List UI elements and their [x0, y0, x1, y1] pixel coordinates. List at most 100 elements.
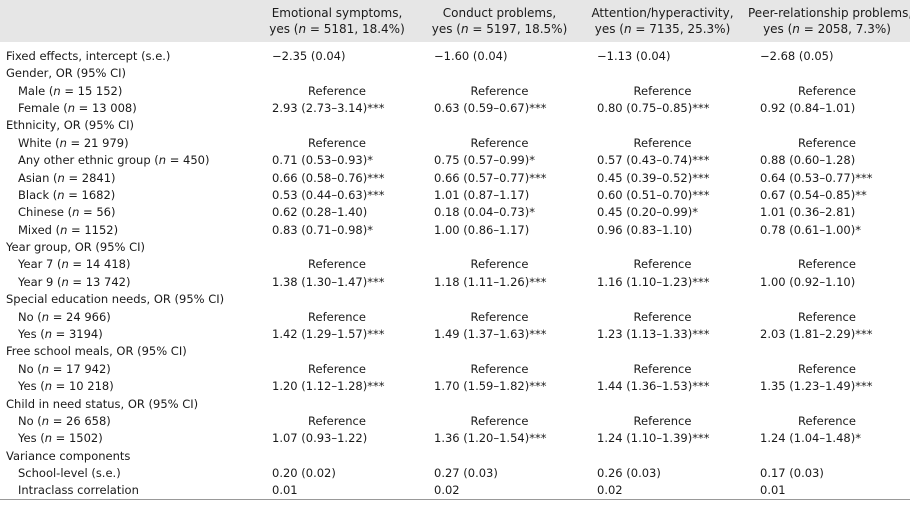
section-row: Gender, OR (95% CI)	[0, 65, 910, 82]
header-attention-hyperactivity: Attention/hyperactivity, yes (n = 7135, …	[581, 0, 744, 42]
row-label: School-level (s.e.)	[18, 466, 121, 481]
table-row: Intraclass correlation 0.01 0.02 0.02 0.01	[0, 482, 910, 501]
value-cell: Reference	[308, 414, 366, 428]
row-label: Asian (n = 2841)	[18, 170, 116, 185]
table-row: No (n = 17 942) Reference Reference Referen…	[0, 361, 910, 378]
section-row: Fixed effects, intercept (s.e.) −2.35 (0.…	[0, 42, 910, 65]
row-label: Male (n = 15 152)	[18, 83, 123, 98]
section-row: Child in need status, OR (95% CI)	[0, 395, 910, 412]
value-cell: 0.66 (0.57–0.77)***	[434, 170, 547, 185]
value-cell: 1.38 (1.30–1.47)***	[272, 274, 385, 289]
value-cell	[581, 343, 744, 360]
value-cell: Reference	[308, 309, 366, 324]
value-cell: 2.03 (1.81–2.29)***	[760, 327, 873, 342]
table-body: Fixed effects, intercept (s.e.) −2.35 (0.…	[0, 42, 910, 501]
row-label: No (n = 26 658)	[18, 414, 111, 428]
value-cell: 0.01	[744, 482, 910, 501]
table-row: School-level (s.e.) 0.20 (0.02) 0.27 (0.03…	[0, 465, 910, 482]
value-cell: 0.17 (0.03)	[760, 466, 824, 481]
header-emotional-symptoms: Emotional symptoms, yes (n = 5181, 18.4%…	[256, 0, 418, 42]
value-cell: Reference	[308, 83, 366, 98]
value-cell: Reference	[470, 361, 529, 376]
value-cell	[744, 239, 910, 256]
value-cell: 1.49 (1.37–1.63)***	[434, 327, 547, 342]
value-cell: Reference	[798, 414, 856, 428]
value-cell: 0.80 (0.75–0.85)***	[597, 100, 710, 115]
table-row: Chinese (n = 56) 0.62 (0.28–1.40) 0.18 (0.…	[0, 204, 910, 221]
row-label: Year 7 (n = 14 418)	[18, 257, 131, 272]
value-cell: 1.36 (1.20–1.54)***	[434, 431, 547, 446]
header-subtitle: yes (n = 2058, 7.3%)	[763, 22, 891, 36]
row-label: Black (n = 1682)	[18, 187, 116, 202]
value-cell: Reference	[470, 257, 529, 272]
value-cell: 0.18 (0.04–0.73)*	[434, 205, 535, 220]
value-cell: 1.70 (1.59–1.82)***	[434, 379, 547, 394]
header-conduct-problems: Conduct problems, yes (n = 5197, 18.5%)	[418, 0, 581, 42]
header-row: Emotional symptoms, yes (n = 5181, 18.4%…	[0, 0, 910, 42]
value-cell: 0.01	[256, 482, 418, 501]
value-cell: Reference	[798, 135, 856, 150]
table-row: No (n = 26 658) Reference Reference Referen…	[0, 413, 910, 430]
value-cell: Reference	[798, 83, 856, 98]
section-row: Free school meals, OR (95% CI)	[0, 343, 910, 360]
value-cell: 1.01 (0.87–1.17)	[434, 187, 530, 202]
value-cell	[744, 343, 910, 360]
table-row: Black (n = 1682) 0.53 (0.44–0.63)*** 1.01 …	[0, 187, 910, 204]
value-cell: 0.78 (0.61–1.00)*	[760, 222, 861, 237]
value-cell: 0.83 (0.71–0.98)*	[272, 222, 373, 237]
value-cell: 1.24 (1.04–1.48)*	[760, 431, 861, 446]
value-cell	[418, 65, 581, 82]
row-label: Any other ethnic group (n = 450)	[18, 153, 210, 168]
section-row: Ethnicity, OR (95% CI)	[0, 117, 910, 134]
header-title: Emotional symptoms,	[271, 6, 403, 20]
value-cell: 0.20 (0.02)	[272, 466, 336, 481]
section-label: Special education needs, OR (95% CI)	[6, 292, 225, 307]
value-cell	[744, 117, 910, 134]
value-cell	[418, 395, 581, 412]
value-cell: Reference	[798, 257, 856, 272]
table-row: Yes (n = 10 218) 1.20 (1.12–1.28)*** 1.70 …	[0, 378, 910, 395]
value-cell: Reference	[470, 414, 529, 428]
table-row: Mixed (n = 1152) 0.83 (0.71–0.98)* 1.00 (0…	[0, 222, 910, 239]
value-cell: Reference	[470, 135, 529, 150]
value-cell: 0.66 (0.58–0.76)***	[272, 170, 385, 185]
value-cell	[581, 291, 744, 308]
value-cell: 0.60 (0.51–0.70)***	[597, 187, 710, 202]
value-cell	[256, 343, 418, 360]
value-cell: −2.35 (0.04)	[272, 49, 346, 63]
section-label: Free school meals, OR (95% CI)	[6, 344, 187, 359]
value-cell	[256, 239, 418, 256]
value-cell: Reference	[308, 361, 366, 376]
table-row: Any other ethnic group (n = 450) 0.71 (0.…	[0, 152, 910, 169]
value-cell: Reference	[633, 361, 692, 376]
value-cell	[256, 448, 418, 465]
value-cell: 1.16 (1.10–1.23)***	[597, 274, 710, 289]
value-cell	[581, 65, 744, 82]
row-label: White (n = 21 979)	[18, 135, 129, 150]
value-cell	[418, 448, 581, 465]
value-cell: 0.71 (0.53–0.93)*	[272, 153, 373, 168]
table-row: Year 7 (n = 14 418) Reference Reference Ref…	[0, 256, 910, 273]
value-cell: 0.75 (0.57–0.99)*	[434, 153, 535, 168]
value-cell: 0.02	[581, 482, 744, 501]
section-label: Child in need status, OR (95% CI)	[6, 396, 199, 411]
value-cell: 1.01 (0.36–2.81)	[760, 205, 856, 220]
table-row: Yes (n = 1502) 1.07 (0.93–1.22) 1.36 (1.20…	[0, 430, 910, 447]
table-row: Year 9 (n = 13 742) 1.38 (1.30–1.47)*** 1.…	[0, 274, 910, 291]
value-cell: Reference	[798, 361, 856, 376]
value-cell: 1.42 (1.29–1.57)***	[272, 327, 385, 342]
value-cell: Reference	[633, 257, 692, 272]
header-peer-relationship-problems: Peer-relationship problems, yes (n = 205…	[744, 0, 910, 42]
value-cell: Reference	[633, 414, 692, 428]
value-cell: Reference	[308, 135, 366, 150]
value-cell: 0.57 (0.43–0.74)***	[597, 153, 710, 168]
table-row: Female (n = 13 008) 2.93 (2.73–3.14)*** 0.…	[0, 100, 910, 117]
section-row: Variance components	[0, 448, 910, 465]
header-subtitle: yes (n = 5197, 18.5%)	[431, 22, 568, 36]
value-cell	[744, 65, 910, 82]
row-label: Yes (n = 10 218)	[18, 379, 114, 394]
value-cell: 1.00 (0.86–1.17)	[434, 222, 530, 237]
row-label: Yes (n = 1502)	[18, 431, 103, 446]
value-cell	[256, 117, 418, 134]
